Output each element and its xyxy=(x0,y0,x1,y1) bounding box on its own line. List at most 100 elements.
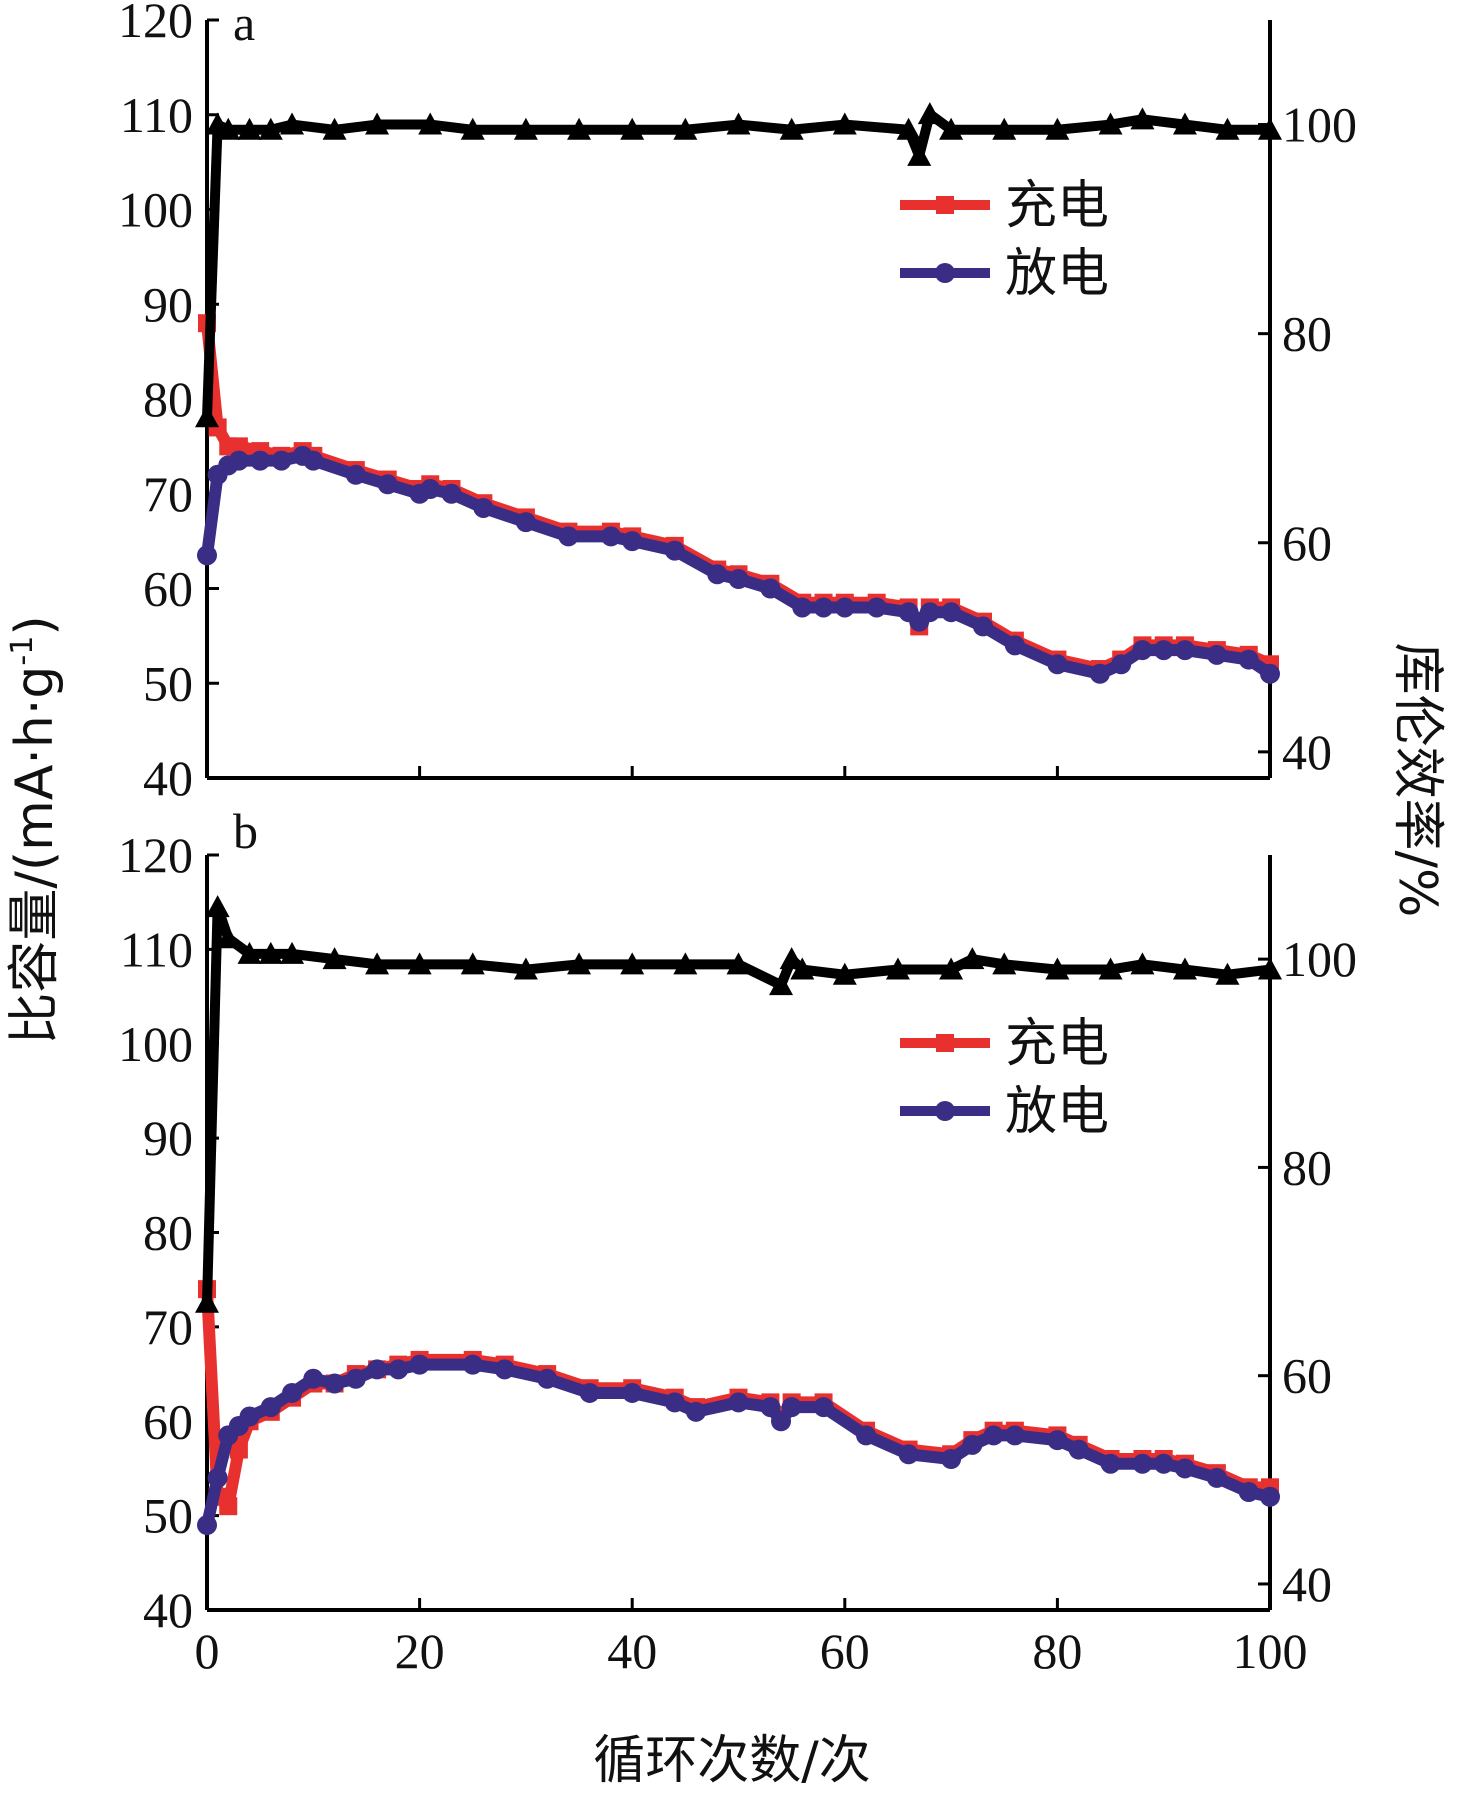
data-point xyxy=(237,941,262,964)
panel-label: a xyxy=(233,0,255,51)
x-tick-label: 0 xyxy=(195,1623,220,1679)
data-point xyxy=(620,952,645,975)
data-point xyxy=(992,952,1017,975)
panel-b: 40 50 60 70 80 90 100 110 120 40 60 80 100 0 20 40 60 80 1… xyxy=(118,803,1357,1679)
y-left-tick-label: 60 xyxy=(143,1393,193,1449)
y-left-tick-label: 50 xyxy=(143,1488,193,1544)
data-point xyxy=(377,474,398,495)
series-discharge xyxy=(197,445,1280,684)
data-point xyxy=(282,1382,303,1403)
data-point xyxy=(473,497,494,518)
data-point xyxy=(195,405,219,428)
series-line xyxy=(202,109,1275,423)
data-point xyxy=(1089,663,1110,684)
data-point xyxy=(441,483,462,504)
data-point xyxy=(983,1425,1004,1446)
data-point xyxy=(367,1359,388,1380)
y-left-tick-label: 120 xyxy=(118,0,193,48)
data-point xyxy=(1130,952,1155,975)
y-axis-right-title: 库伦效率/% xyxy=(1387,643,1447,918)
series-line xyxy=(201,1358,1276,1532)
data-point xyxy=(832,112,857,135)
data-point xyxy=(1100,1453,1121,1474)
data-point xyxy=(216,117,241,140)
data-point xyxy=(673,952,698,975)
data-point xyxy=(771,1411,792,1432)
data-point xyxy=(239,1406,260,1427)
data-point xyxy=(365,112,390,135)
y-left-tick-label: 40 xyxy=(143,1582,193,1638)
y-left-tick-label: 80 xyxy=(143,371,193,427)
y-right-tick-label: 40 xyxy=(1282,724,1332,780)
data-point xyxy=(856,1425,877,1446)
legend-marker xyxy=(935,1101,955,1121)
y-left-tick-label: 100 xyxy=(118,1016,193,1072)
data-point xyxy=(280,941,305,964)
data-point xyxy=(664,540,685,561)
data-point xyxy=(1238,1482,1259,1503)
data-point xyxy=(207,1467,228,1488)
data-point xyxy=(1172,112,1197,135)
y-right-tick-label: 40 xyxy=(1282,1556,1332,1612)
data-point xyxy=(907,143,932,166)
y-right-tick-label: 100 xyxy=(1282,931,1357,987)
data-point xyxy=(1153,1453,1174,1474)
data-point xyxy=(280,112,305,135)
y-left-tick-label: 100 xyxy=(118,182,193,238)
data-point xyxy=(418,112,443,135)
data-point xyxy=(898,1444,919,1465)
data-point xyxy=(462,1354,483,1375)
data-point xyxy=(322,117,347,140)
data-point xyxy=(388,1359,409,1380)
data-point xyxy=(779,117,804,140)
legend-marker xyxy=(936,196,954,214)
data-point xyxy=(271,450,292,471)
series-line xyxy=(201,449,1276,680)
data-point xyxy=(494,1359,515,1380)
data-point xyxy=(250,450,271,471)
panel-label: b xyxy=(233,803,258,859)
data-point xyxy=(1215,117,1240,140)
data-point xyxy=(229,437,248,456)
data-point xyxy=(1206,1467,1227,1488)
data-point xyxy=(205,895,230,918)
y-left-tick-label: 60 xyxy=(143,561,193,617)
data-point xyxy=(728,569,749,590)
data-point xyxy=(228,450,249,471)
data-point xyxy=(513,957,538,980)
data-point xyxy=(537,1368,558,1389)
data-point xyxy=(620,117,645,140)
data-point xyxy=(866,597,887,618)
y-left-tick-label: 50 xyxy=(143,655,193,711)
data-point xyxy=(941,1449,962,1469)
data-point xyxy=(885,957,910,980)
data-point xyxy=(1004,635,1025,656)
y-axis-left-title-superscript: -1 xyxy=(5,636,40,666)
y-left-tick-label: 40 xyxy=(143,750,193,806)
y-left-tick-label: 120 xyxy=(118,827,193,883)
data-point xyxy=(197,545,217,566)
data-point xyxy=(460,952,485,975)
data-point xyxy=(834,597,855,618)
data-point xyxy=(960,947,985,970)
series-efficiency xyxy=(195,102,1282,428)
legend-marker xyxy=(936,1034,954,1052)
y-axis-left-title-close: ) xyxy=(5,615,65,635)
data-point xyxy=(345,1368,366,1389)
data-point xyxy=(992,117,1017,140)
data-point xyxy=(515,512,536,533)
data-point xyxy=(707,564,728,585)
data-point xyxy=(1258,957,1282,980)
data-point xyxy=(1004,1425,1025,1446)
data-point xyxy=(324,1373,345,1394)
data-point xyxy=(197,1515,217,1536)
data-point xyxy=(409,1354,430,1375)
y-left-tick-label: 90 xyxy=(143,276,193,332)
data-point xyxy=(685,1401,706,1422)
data-point xyxy=(258,941,283,964)
data-point xyxy=(779,947,804,970)
legend-label: 放电 xyxy=(1005,1082,1109,1142)
data-point xyxy=(600,526,621,547)
